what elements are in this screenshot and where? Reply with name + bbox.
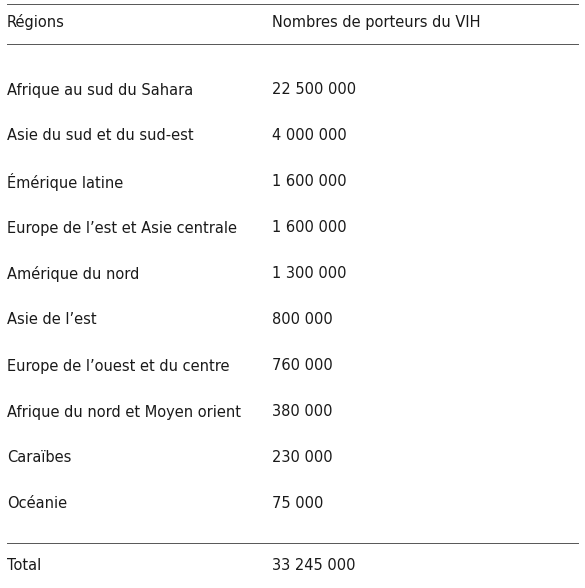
Text: 760 000: 760 000 — [272, 359, 333, 373]
Text: Régions: Régions — [7, 14, 65, 30]
Text: 1 300 000: 1 300 000 — [272, 266, 346, 282]
Text: Europe de l’ouest et du centre: Europe de l’ouest et du centre — [7, 359, 229, 373]
Text: 1 600 000: 1 600 000 — [272, 175, 347, 189]
Text: Émérique latine: Émérique latine — [7, 173, 123, 191]
Text: 380 000: 380 000 — [272, 405, 332, 419]
Text: Afrique du nord et Moyen orient: Afrique du nord et Moyen orient — [7, 405, 241, 419]
Text: 230 000: 230 000 — [272, 450, 333, 466]
Text: Océanie: Océanie — [7, 496, 67, 512]
Text: Total: Total — [7, 559, 42, 573]
Text: Nombres de porteurs du VIH: Nombres de porteurs du VIH — [272, 15, 480, 29]
Text: 4 000 000: 4 000 000 — [272, 129, 347, 143]
Text: 75 000: 75 000 — [272, 496, 324, 512]
Text: 33 245 000: 33 245 000 — [272, 559, 356, 573]
Text: Afrique au sud du Sahara: Afrique au sud du Sahara — [7, 82, 193, 98]
Text: 1 600 000: 1 600 000 — [272, 220, 347, 236]
Text: Asie du sud et du sud-est: Asie du sud et du sud-est — [7, 129, 194, 143]
Text: Europe de l’est et Asie centrale: Europe de l’est et Asie centrale — [7, 220, 237, 236]
Text: 800 000: 800 000 — [272, 312, 333, 328]
Text: Asie de l’est: Asie de l’est — [7, 312, 97, 328]
Text: Caraïbes: Caraïbes — [7, 450, 71, 466]
Text: 22 500 000: 22 500 000 — [272, 82, 356, 98]
Text: Amérique du nord: Amérique du nord — [7, 266, 139, 282]
